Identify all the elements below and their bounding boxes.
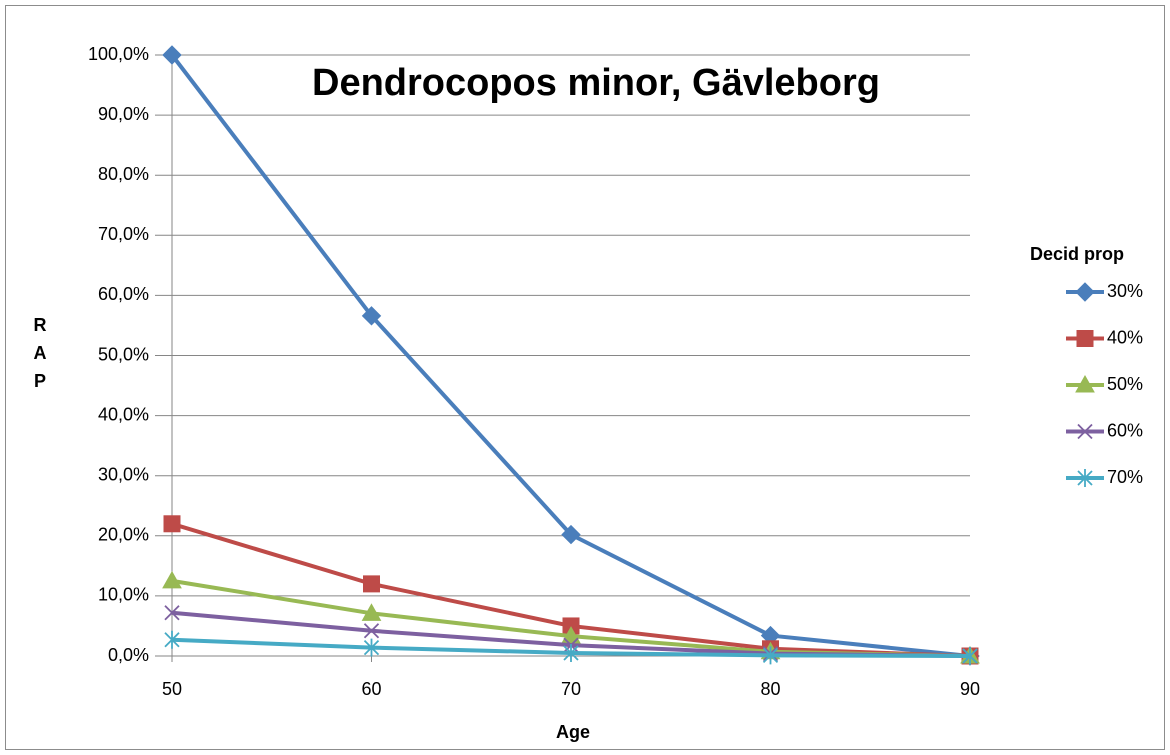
x-axis-title: Age	[556, 722, 590, 742]
marker	[563, 643, 579, 662]
x-tick-label: 70	[561, 679, 581, 699]
marker	[1077, 423, 1093, 440]
x-tick-label: 90	[960, 679, 980, 699]
marker	[163, 515, 181, 533]
marker	[561, 626, 581, 644]
marker	[361, 306, 382, 326]
chart-title: Dendrocopos minor, Gävleborg	[312, 62, 880, 104]
legend-label: 40%	[1107, 327, 1143, 347]
y-tick-label: 20,0%	[98, 525, 149, 545]
marker	[363, 638, 380, 657]
legend-label: 60%	[1107, 420, 1143, 440]
x-tick-label: 80	[760, 679, 780, 699]
y-axis-title: RAP	[30, 315, 50, 399]
chart-frame	[5, 5, 1165, 750]
y-tick-label: 100,0%	[88, 44, 149, 64]
marker	[1075, 282, 1095, 302]
y-tick-label: 50,0%	[98, 344, 149, 364]
x-tick-label: 50	[162, 679, 182, 699]
marker	[164, 605, 180, 621]
legend-label: 50%	[1107, 374, 1143, 394]
marker	[561, 524, 581, 545]
marker	[361, 603, 382, 621]
legend-title: Decid prop	[1030, 244, 1124, 264]
marker	[162, 570, 182, 589]
y-tick-label: 80,0%	[98, 164, 149, 184]
marker	[363, 623, 380, 639]
y-tick-label: 40,0%	[98, 404, 149, 424]
marker	[164, 630, 180, 649]
legend-label: 70%	[1107, 467, 1143, 487]
marker	[762, 646, 779, 665]
marker	[363, 575, 380, 593]
y-tick-label: 70,0%	[98, 224, 149, 244]
y-tick-label: 60,0%	[98, 284, 149, 304]
marker	[1076, 330, 1094, 347]
x-tick-label: 60	[361, 679, 381, 699]
marker	[962, 647, 978, 665]
y-tick-label: 30,0%	[98, 464, 149, 484]
y-tick-label: 90,0%	[98, 104, 149, 124]
marker	[162, 45, 182, 65]
legend-label: 30%	[1107, 281, 1143, 301]
marker	[1075, 374, 1095, 393]
y-tick-label: 10,0%	[98, 585, 149, 605]
marker	[1077, 469, 1093, 487]
y-tick-label: 0,0%	[108, 645, 149, 665]
